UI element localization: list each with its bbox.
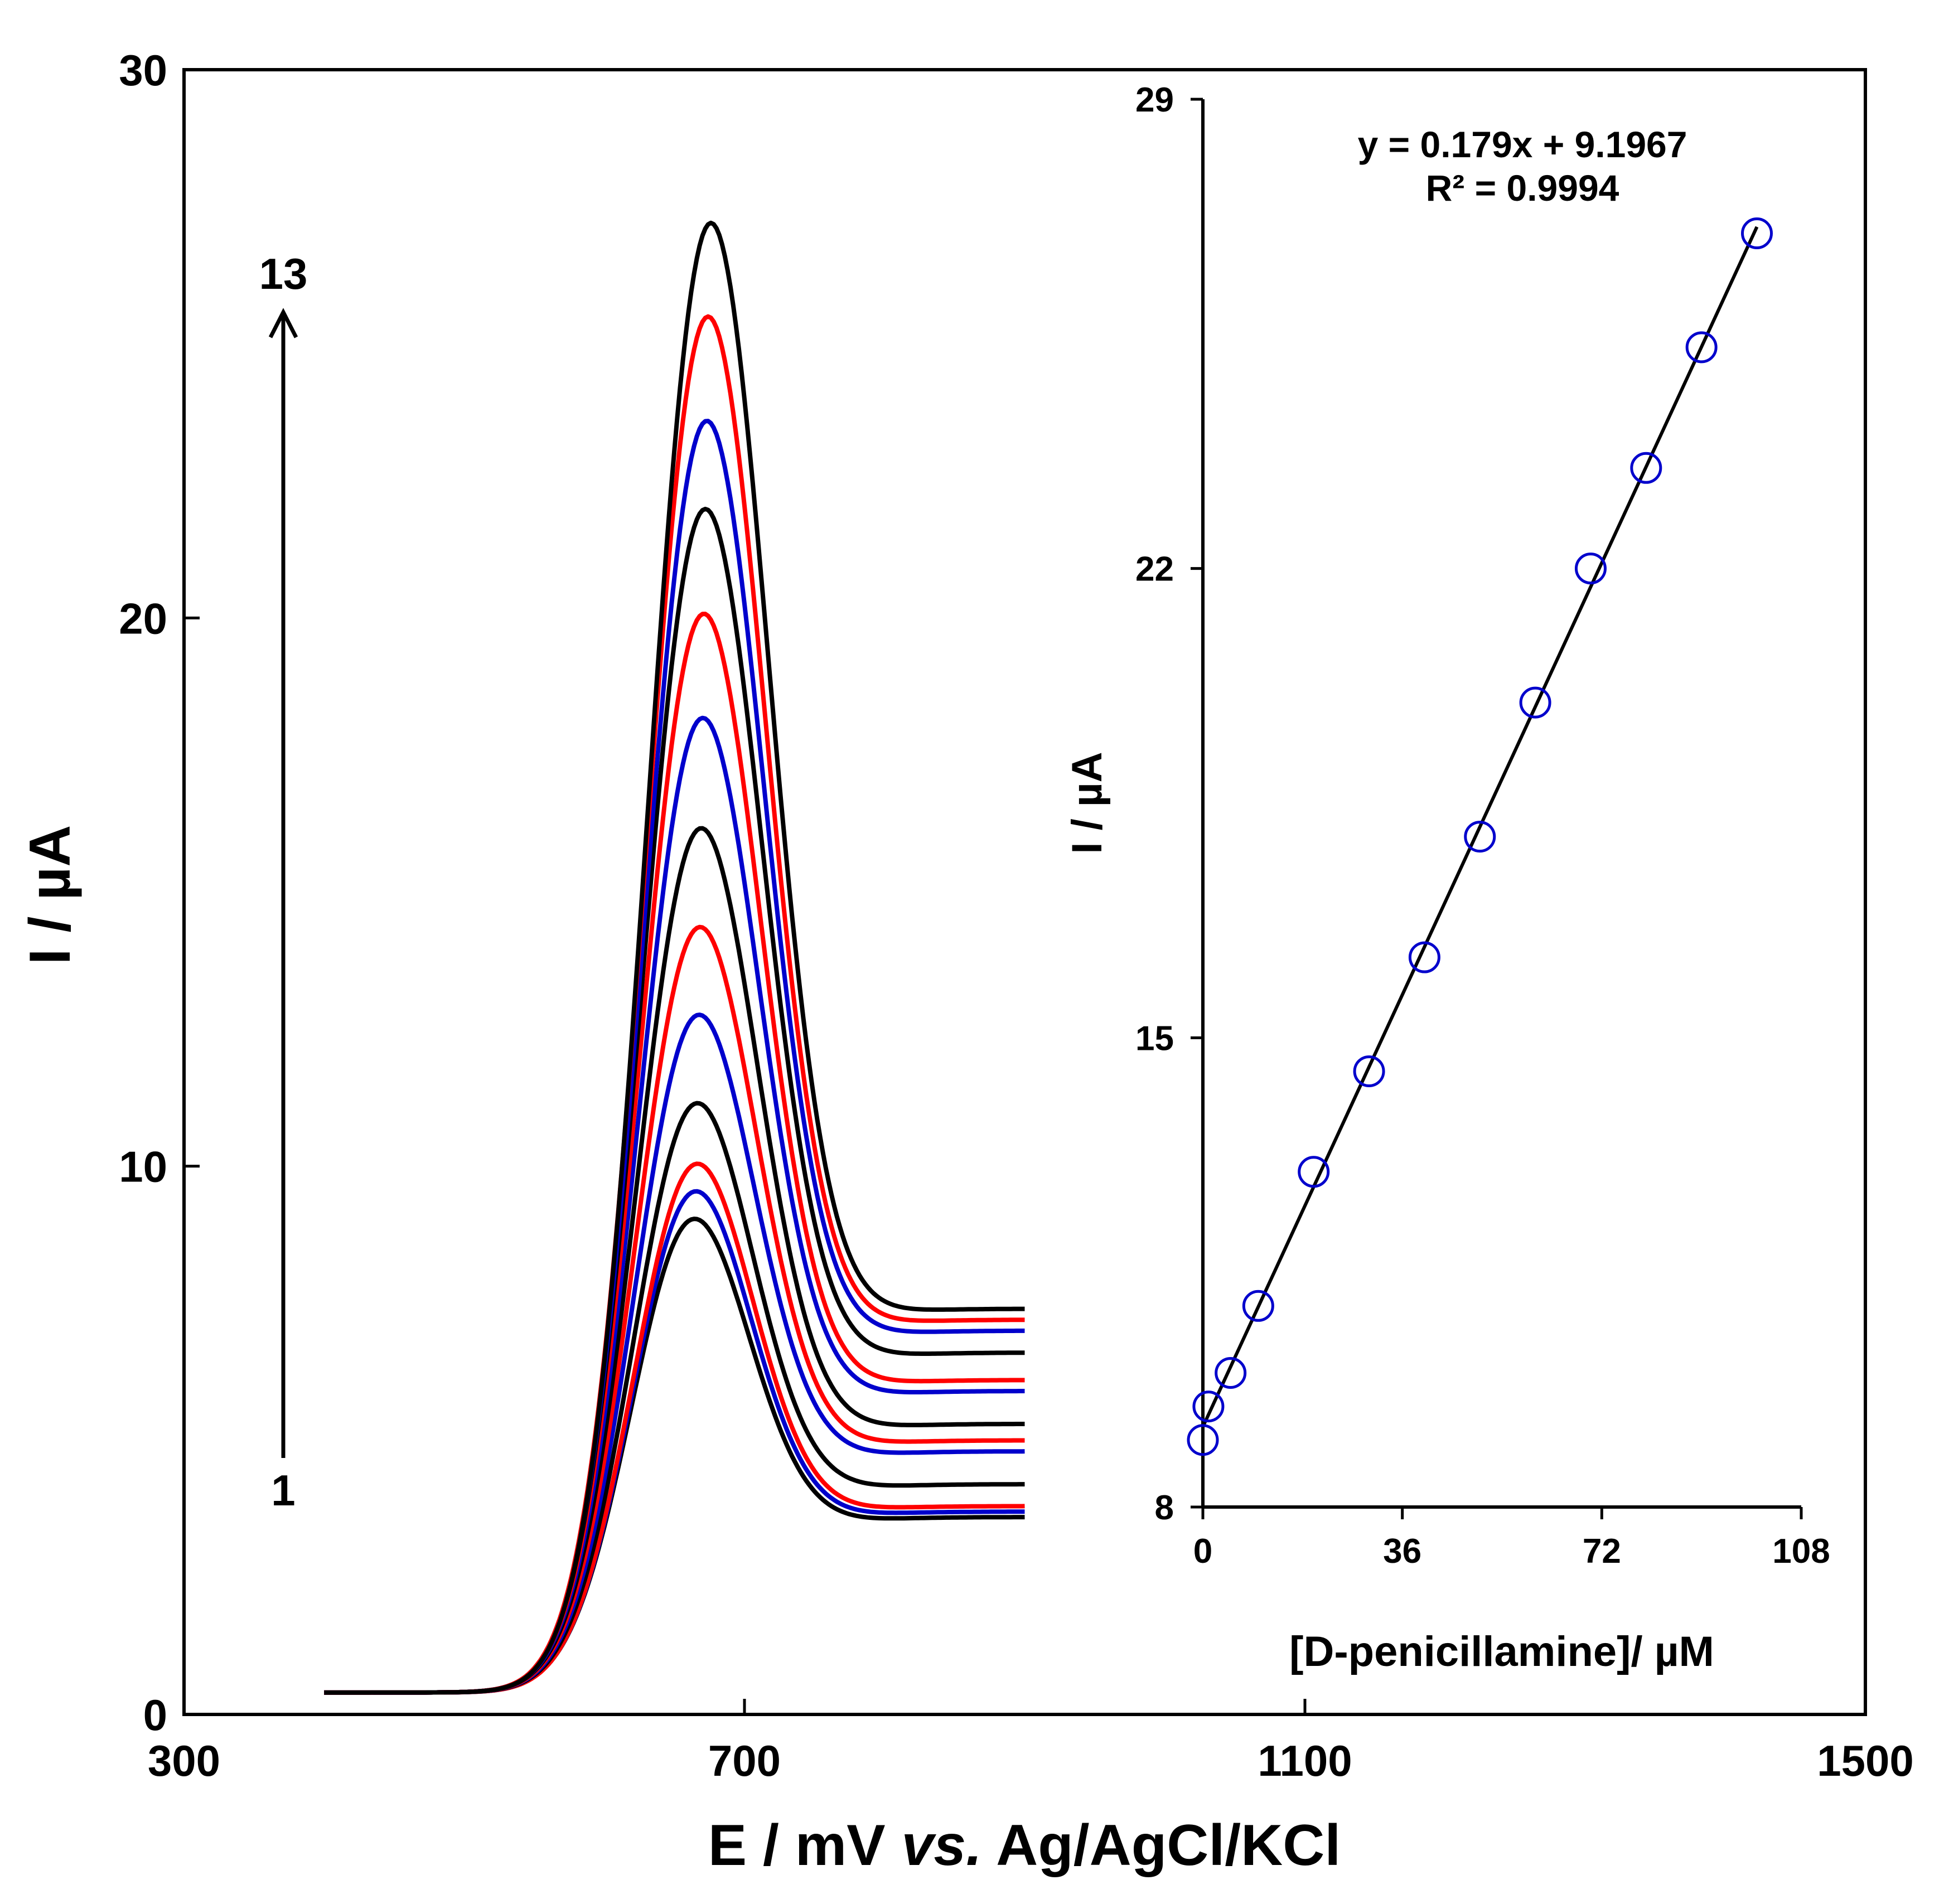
inset-plot: 0 36 72 108 8 15 22 29 y = 0.179x + 9.1967 R² =… [1063,81,1830,1675]
inset-x-tick-label: 0 [1193,1532,1212,1571]
voltammogram-curve-13 [324,220,1025,1695]
inset-x-tick-label: 72 [1583,1532,1621,1571]
inset-y-tick-label: 29 [1135,81,1174,119]
calibration-point-6 [1353,1055,1385,1087]
main-y-tick-label: 20 [119,594,167,643]
calibration-point-13 [1741,217,1773,249]
inset-y-tick-label: 8 [1155,1489,1174,1527]
regression-equation: y = 0.179x + 9.1967 [1358,124,1687,165]
main-y-tick-label: 30 [119,46,167,95]
inset-x-axis-label: [D-penicillamine]/ µM [1289,1628,1714,1675]
calibration-point-11 [1630,452,1662,484]
regression-r-squared: R² = 0.9994 [1426,167,1619,209]
regression-line [1201,226,1759,1428]
calibration-point-7 [1408,941,1440,973]
inset-axis-ticks: 0 36 72 108 8 15 22 29 [1135,81,1830,1571]
calibration-point-1 [1187,1424,1219,1456]
inset-data-points [1187,217,1773,1456]
main-y-tick-label: 0 [143,1690,167,1740]
main-x-tick-label: 700 [708,1736,781,1785]
calibration-point-10 [1574,553,1607,585]
main-x-axis-label: E / mV vs. Ag/AgCl/KCl [708,1813,1341,1878]
inset-y-tick-label: 22 [1135,550,1174,589]
main-y-tick-label: 10 [119,1142,167,1191]
inset-x-tick-label: 108 [1772,1532,1830,1571]
inset-y-tick-label: 15 [1135,1019,1174,1058]
increase-arrow-head [268,308,298,338]
main-x-tick-label: 1500 [1817,1736,1914,1785]
calibration-point-9 [1519,686,1551,719]
calibration-point-2 [1192,1391,1225,1423]
calibration-point-8 [1464,821,1496,853]
main-x-tick-label: 300 [148,1736,220,1785]
annotation-curve-1: 1 [271,1466,295,1515]
inset-x-tick-label: 36 [1383,1532,1421,1571]
calibration-point-5 [1298,1156,1330,1188]
annotation-curve-13: 13 [259,249,308,298]
main-y-axis-label: I / µA [18,825,83,965]
main-plot-frame [182,68,1867,1716]
calibration-point-4 [1242,1290,1274,1322]
inset-y-axis-label: I / µA [1063,752,1111,854]
main-x-tick-label: 1100 [1258,1736,1352,1785]
calibration-point-12 [1685,331,1718,364]
main-plot: 300 700 1100 1500 0 10 20 30 13 1 I / µA E / mV… [18,46,1914,1878]
main-series-group [324,220,1025,1695]
calibration-point-3 [1215,1357,1247,1389]
